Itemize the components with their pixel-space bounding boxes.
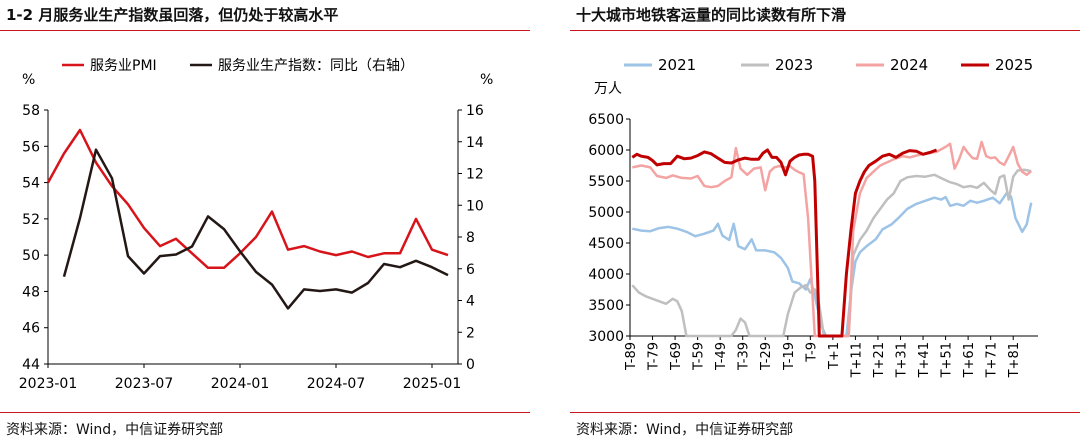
y-tick-label: 3000 [588,329,624,345]
y-tick-label-right: 2 [466,325,475,341]
y-tick-label-left: 44 [22,357,40,373]
right-title-rule [570,30,1080,31]
x-tick-label: T-9 [804,342,819,363]
right-line-chart: 6500 6000 5500 5000 4500 4000 3500 3000 万人 T-89 T-… [588,56,1038,378]
series-line-services-pmi [46,128,449,270]
series-line-2025 [631,148,938,338]
y-tick-label-left: 48 [22,284,40,300]
x-tick-label: 2024-01 [211,376,270,392]
y-tick-label-left: 58 [22,103,40,119]
y-tick-label-right: 0 [466,357,475,373]
x-tick-label: T+61 [962,342,977,378]
legend-label: 服务业生产指数：同比（右轴） [218,58,414,74]
x-tick-label: T-29 [759,342,774,371]
x-tick-label: T+71 [985,342,1000,378]
x-tick-label: 2023-07 [115,376,174,392]
x-tick-label: T-69 [669,342,684,371]
x-tick-label: T+11 [849,342,864,378]
y-tick-label-right: 6 [466,262,475,278]
x-tick-label: 2024-07 [307,376,366,392]
y-tick-label-left: 56 [22,139,40,155]
x-tick-label: T+41 [917,342,932,378]
y-tick-label: 6000 [588,143,624,159]
legend-label-2023: 2023 [775,56,813,74]
legend-label-2025: 2025 [995,56,1033,74]
left-title-rule [0,30,530,31]
y-tick-label-right: 14 [466,135,484,151]
y-tick-label: 5000 [588,205,624,221]
right-chart-title: 十大城市地铁客运量的同比读数有所下滑 [576,6,847,24]
x-tick-label: T-19 [782,342,797,371]
series-line-2023 [631,168,1032,338]
legend-label-2024: 2024 [890,56,928,74]
left-line-chart: 58 56 54 52 50 48 46 44 16 14 12 10 8 6 4 2 0% % 2023-01 20… [19,58,494,392]
x-tick-label: T-49 [714,342,729,371]
right-source-rule [570,412,1080,413]
x-tick-label: 2023-01 [19,376,78,392]
x-tick-label: T+81 [1007,342,1022,378]
y-tick-label: 6500 [588,112,624,128]
x-tick-label: T-59 [692,342,707,371]
left-source-note: 资料来源：Wind，中信证券研究部 [6,422,224,438]
x-tick-label: T-79 [647,342,662,371]
y-tick-label-right: 12 [466,167,484,183]
right-axis-unit: % [480,72,493,88]
left-chart-panel: 1-2 月服务业生产指数虽回落，但仍处于较高水平 58 56 54 52 50 48 46 4… [0,0,530,442]
y-tick-label-left: 50 [22,248,40,264]
series-line-2021 [632,192,1033,338]
legend-label: 服务业PMI [90,58,157,74]
y-tick-label-left: 46 [22,321,40,337]
x-tick-label: T+21 [872,342,887,378]
left-chart-title: 1-2 月服务业生产指数虽回落，但仍处于较高水平 [6,6,339,24]
y-tick-label: 3500 [588,298,624,314]
x-tick-label: T+31 [894,342,909,378]
series-line-2024 [632,140,1032,338]
right-chart-panel: 十大城市地铁客运量的同比读数有所下滑 6500 6000 5500 5000 4500 4… [570,0,1080,442]
y-tick-label: 4000 [588,267,624,283]
y-axis-unit: 万人 [594,81,622,97]
y-tick-label-left: 52 [22,212,40,228]
y-tick-label-right: 16 [466,103,484,119]
legend-label-2021: 2021 [658,56,696,74]
right-source-note: 资料来源：Wind，中信证券研究部 [576,422,794,438]
y-tick-label-right: 8 [466,230,475,246]
y-tick-label: 4500 [588,236,624,252]
x-tick-label: T+51 [940,342,955,378]
y-tick-label-right: 4 [466,294,475,310]
y-tick-label: 5500 [588,174,624,190]
series-line-services-production-index [62,148,449,310]
y-tick-label-right: 10 [466,198,484,214]
x-tick-label: T-89 [624,342,639,371]
x-tick-label: 2025-01 [403,376,462,392]
x-tick-label: T-39 [737,342,752,371]
y-tick-label-left: 54 [22,176,40,192]
x-tick-label: T+1 [827,342,842,370]
left-axis-unit: % [22,72,35,88]
left-source-rule [0,412,530,413]
